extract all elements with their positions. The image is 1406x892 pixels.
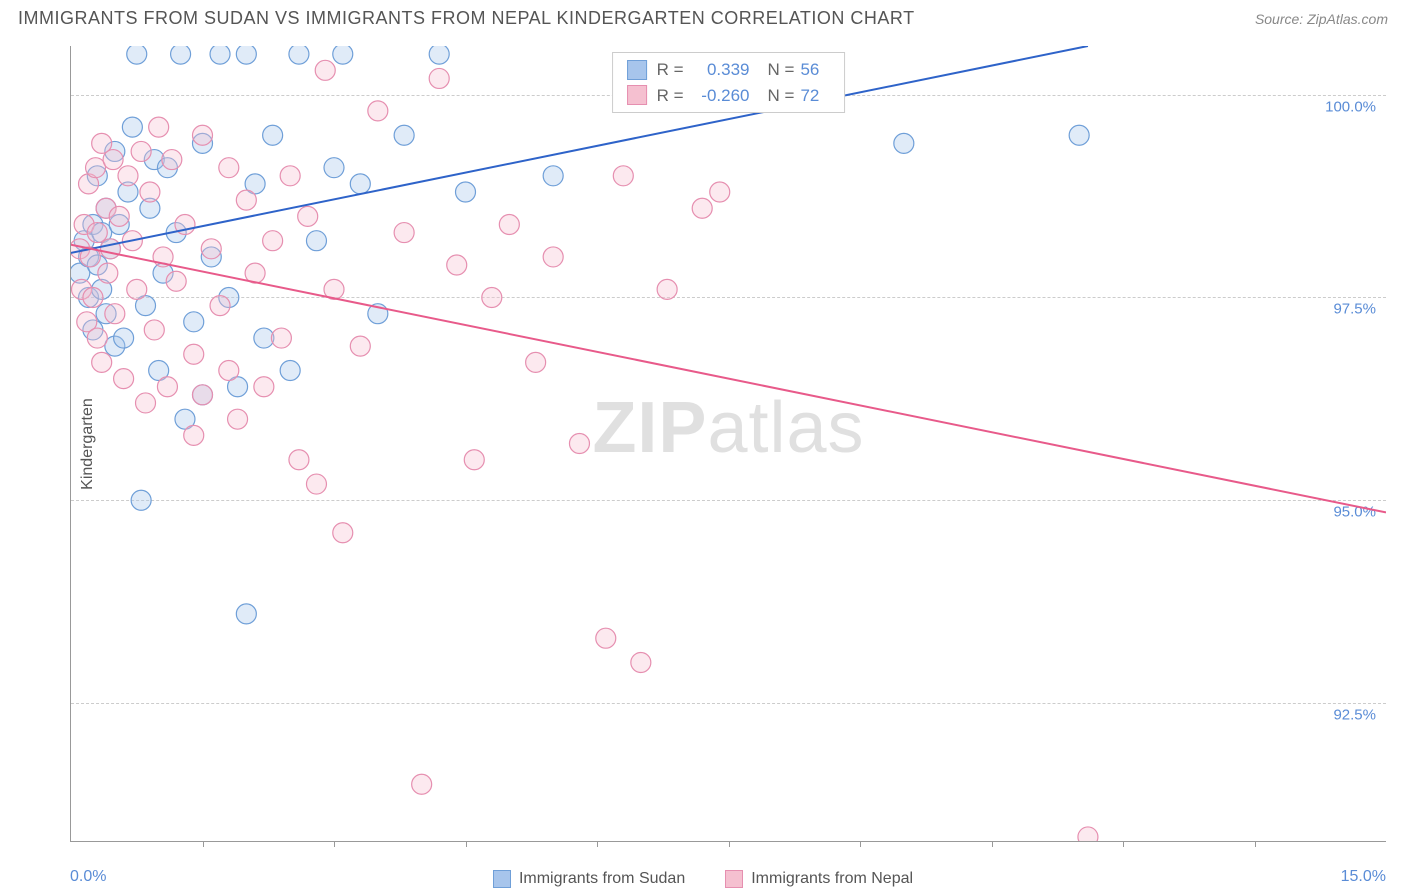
- x-tick: [729, 841, 730, 847]
- x-tick: [860, 841, 861, 847]
- x-tick: [597, 841, 598, 847]
- correlation-legend: R = 0.339 N = 56 R = -0.260 N = 72: [612, 52, 846, 113]
- x-tick: [992, 841, 993, 847]
- legend-label-nepal: Immigrants from Nepal: [751, 870, 913, 888]
- legend-row-nepal: R = -0.260 N = 72: [627, 83, 831, 109]
- plot-region: ZIPatlas R = 0.339 N = 56 R = -0.260 N =…: [70, 46, 1386, 842]
- legend-swatch-nepal: [627, 85, 647, 105]
- x-tick: [1123, 841, 1124, 847]
- legend-item-sudan: Immigrants from Sudan: [493, 870, 685, 888]
- chart-title: IMMIGRANTS FROM SUDAN VS IMMIGRANTS FROM…: [18, 8, 915, 29]
- chart-header: IMMIGRANTS FROM SUDAN VS IMMIGRANTS FROM…: [0, 0, 1406, 35]
- legend-n-label: N =: [768, 57, 795, 83]
- bottom-legend: Immigrants from Sudan Immigrants from Ne…: [0, 870, 1406, 888]
- chart-source: Source: ZipAtlas.com: [1255, 11, 1388, 27]
- legend-r-label: R =: [657, 57, 684, 83]
- x-tick: [334, 841, 335, 847]
- x-tick: [466, 841, 467, 847]
- chart-area: Kindergarten ZIPatlas R = 0.339 N = 56 R…: [42, 46, 1386, 842]
- swatch-sudan: [493, 870, 511, 888]
- x-tick: [203, 841, 204, 847]
- legend-n-value-nepal: 72: [800, 83, 830, 109]
- legend-swatch-sudan: [627, 60, 647, 80]
- legend-r-value-sudan: 0.339: [690, 57, 750, 83]
- scatter-svg: [71, 46, 1386, 841]
- legend-n-label: N =: [768, 83, 795, 109]
- legend-r-label: R =: [657, 83, 684, 109]
- swatch-nepal: [725, 870, 743, 888]
- legend-r-value-nepal: -0.260: [690, 83, 750, 109]
- x-tick: [1255, 841, 1256, 847]
- legend-label-sudan: Immigrants from Sudan: [519, 870, 685, 888]
- legend-row-sudan: R = 0.339 N = 56: [627, 57, 831, 83]
- legend-n-value-sudan: 56: [800, 57, 830, 83]
- legend-item-nepal: Immigrants from Nepal: [725, 870, 913, 888]
